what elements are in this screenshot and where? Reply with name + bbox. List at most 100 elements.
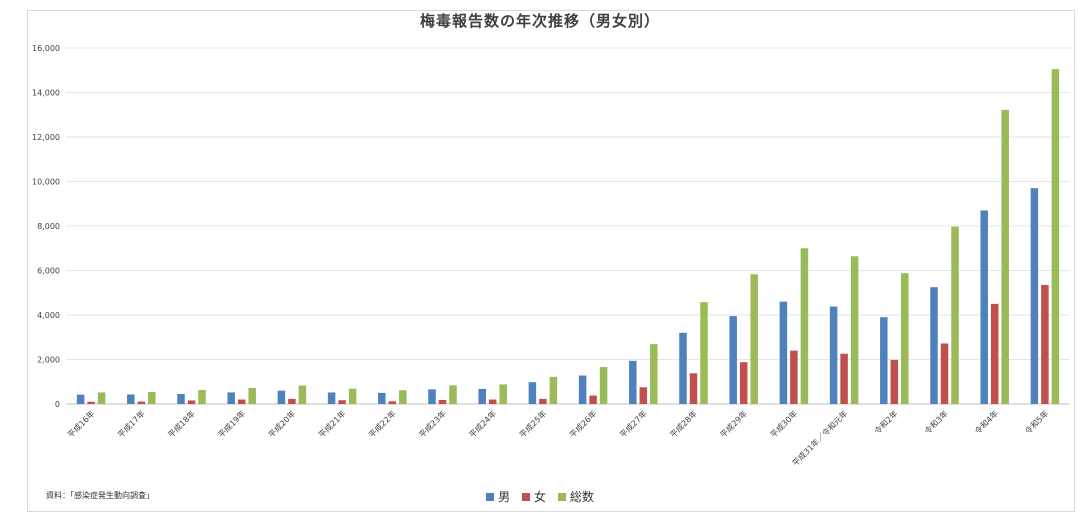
bar-total <box>148 391 156 404</box>
x-tick-label: 令和2年 <box>872 408 900 436</box>
x-tick-label: 令和3年 <box>922 408 950 436</box>
bar-male <box>679 332 687 404</box>
bar-male <box>528 382 537 404</box>
bar-male <box>327 392 336 404</box>
y-tick-label: 0 <box>55 400 60 409</box>
bar-total <box>248 387 256 404</box>
bar-male <box>880 317 888 404</box>
legend-swatch-male <box>486 492 495 501</box>
bar-female <box>890 359 899 404</box>
bar-male <box>277 390 286 404</box>
y-tick-label: 2,000 <box>37 356 60 365</box>
x-tick-label: 平成31年／令和元年 <box>790 408 850 468</box>
bar-male <box>177 393 185 404</box>
x-tick-label: 平成25年 <box>517 408 548 439</box>
chart-frame <box>27 10 1075 512</box>
bar-female <box>1041 284 1049 404</box>
y-tick-label: 10,000 <box>32 178 60 187</box>
bar-male <box>729 316 737 404</box>
bar-female <box>739 362 748 404</box>
x-tick-label: 平成18年 <box>166 408 197 439</box>
bar-total <box>700 302 708 404</box>
bar-total <box>1001 109 1009 404</box>
x-tick-label: 平成29年 <box>718 408 749 439</box>
x-tick-label: 令和4年 <box>972 408 1000 436</box>
bar-female <box>790 350 798 404</box>
legend-label-male: 男 <box>498 490 511 504</box>
bar-female <box>539 398 547 404</box>
bar-male <box>76 394 85 404</box>
bar-total <box>800 248 809 404</box>
bar-total <box>1051 69 1060 404</box>
y-tick-label: 16,000 <box>32 44 60 53</box>
bar-male <box>980 210 988 404</box>
bar-male <box>127 394 135 404</box>
x-tick-label: 平成20年 <box>266 408 297 439</box>
bar-total <box>750 274 758 404</box>
bar-total <box>499 384 507 404</box>
x-tick-label: 平成30年 <box>768 408 799 439</box>
legend-item-male: 男 <box>486 488 510 505</box>
y-tick-label: 6,000 <box>37 267 60 276</box>
bar-total <box>97 392 106 404</box>
bar-female <box>388 401 397 404</box>
bar-female <box>87 401 95 404</box>
x-tick-label: 平成28年 <box>668 408 699 439</box>
legend-label-total: 総数 <box>569 490 594 504</box>
bar-female <box>639 387 648 404</box>
bar-total <box>901 273 909 404</box>
bar-female <box>338 400 346 404</box>
bar-female <box>237 399 246 404</box>
legend: 男 女 総数 <box>0 488 1080 505</box>
bar-female <box>689 373 698 404</box>
bar-female <box>288 398 296 404</box>
bar-total <box>599 367 608 404</box>
bar-total <box>850 256 859 404</box>
x-tick-label: 令和5年 <box>1023 408 1051 436</box>
legend-swatch-total <box>557 492 566 501</box>
bar-female <box>187 400 196 404</box>
bar-male <box>478 388 486 404</box>
legend-item-total: 総数 <box>557 488 594 505</box>
bar-male <box>829 306 838 404</box>
bar-total <box>549 376 558 404</box>
bar-female <box>840 353 848 404</box>
bar-total <box>449 385 457 404</box>
bar-male <box>629 360 637 404</box>
bar-female <box>137 401 146 404</box>
y-tick-label: 8,000 <box>37 222 60 231</box>
bar-total <box>198 389 206 404</box>
bar-female <box>438 399 447 404</box>
bar-female <box>488 399 497 404</box>
bar-total <box>348 388 357 404</box>
bar-male <box>227 392 235 404</box>
chart-title: 梅毒報告数の年次推移（男女別） <box>419 12 660 30</box>
legend-label-female: 女 <box>533 490 546 504</box>
bar-male <box>578 375 587 404</box>
y-tick-label: 4,000 <box>37 311 60 320</box>
bar-female <box>990 303 999 404</box>
x-tick-label: 平成19年 <box>216 408 247 439</box>
x-tick-label: 平成22年 <box>366 408 397 439</box>
x-tick-label: 平成21年 <box>316 408 347 439</box>
bar-female <box>589 395 597 404</box>
bar-total <box>951 226 959 404</box>
bar-total <box>650 344 658 404</box>
x-tick-label: 平成26年 <box>567 408 598 439</box>
x-tick-label: 平成16年 <box>65 408 96 439</box>
y-tick-label: 12,000 <box>32 133 60 142</box>
bar-female <box>940 343 949 404</box>
bar-male <box>428 389 436 404</box>
source-note: 資料：「感染症発生動向調査」 <box>46 491 154 500</box>
x-tick-label: 平成24年 <box>467 408 498 439</box>
bar-male <box>779 301 788 404</box>
bar-male <box>930 287 938 404</box>
bar-total <box>399 390 407 404</box>
x-tick-label: 平成17年 <box>115 408 146 439</box>
x-tick-label: 平成23年 <box>417 408 448 439</box>
legend-item-female: 女 <box>521 488 546 505</box>
bar-male <box>378 392 386 404</box>
y-tick-label: 14,000 <box>32 89 60 98</box>
bar-total <box>298 385 307 404</box>
